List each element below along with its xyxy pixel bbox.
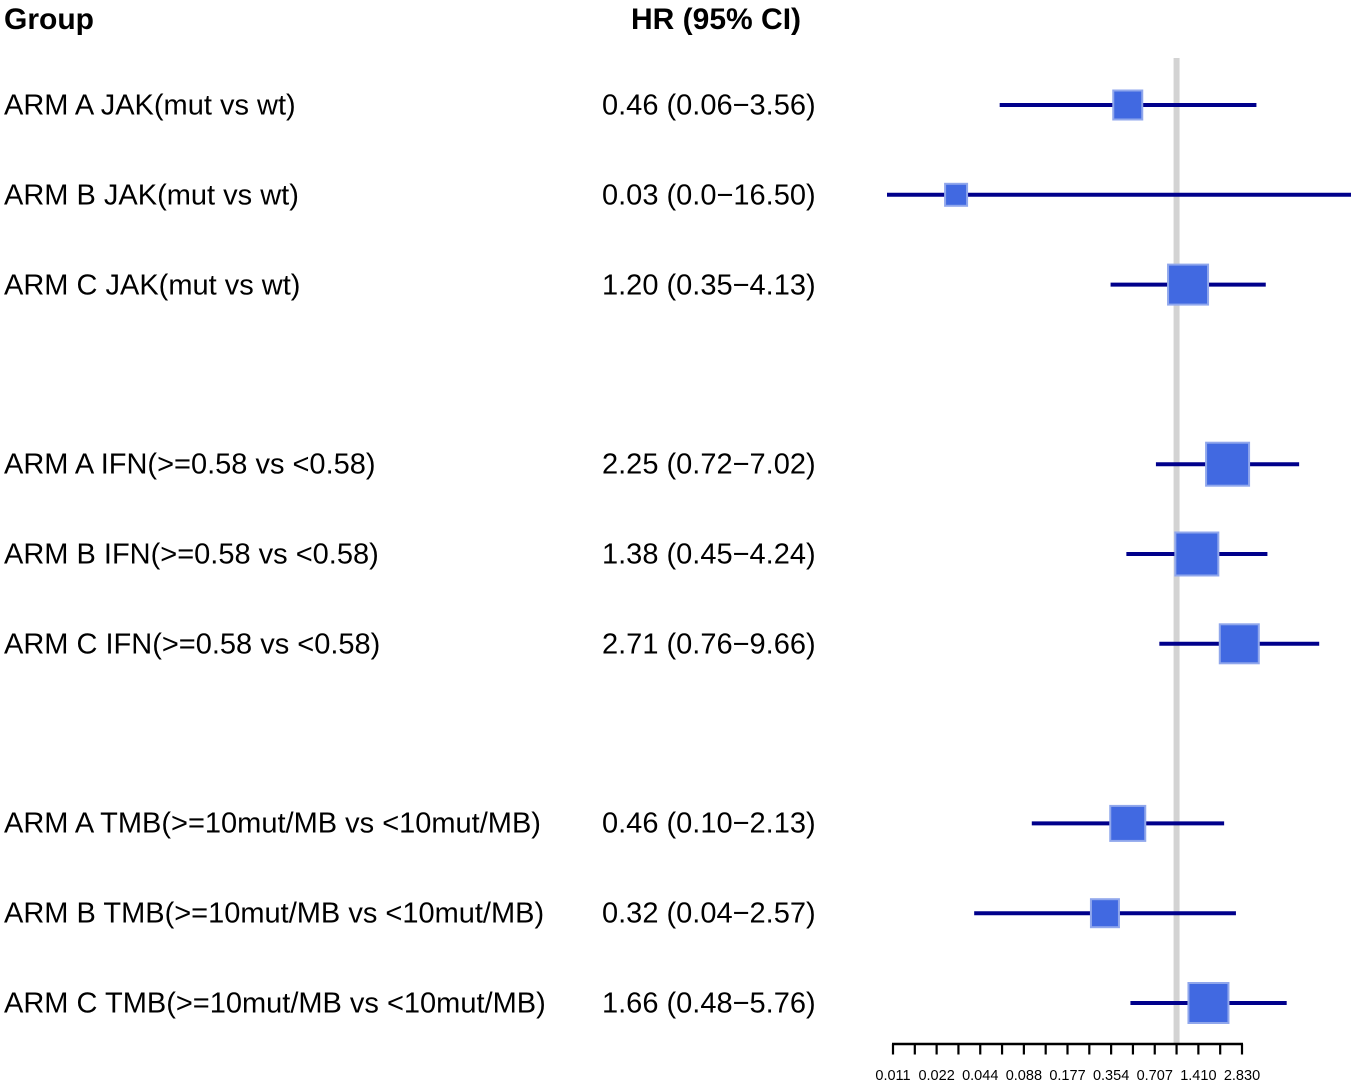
axis-tick-label: 0.177 (1049, 1068, 1085, 1084)
row-label: ARM C IFN(>=0.58 vs <0.58) (4, 628, 381, 661)
axis-tick-label: 0.707 (1137, 1068, 1173, 1084)
hr-box (1205, 441, 1251, 487)
hr-value: 2.71 (0.76−9.66) (602, 628, 816, 661)
axis-tick-label: 0.044 (962, 1068, 998, 1084)
row-label: ARM B TMB(>=10mut/MB vs <10mut/MB) (4, 897, 545, 930)
hr-column-header: HR (95% CI) (631, 3, 802, 36)
hr-value: 0.32 (0.04−2.57) (602, 897, 816, 930)
hr-box (1218, 623, 1260, 665)
hr-value: 0.03 (0.0−16.50) (602, 179, 816, 212)
hr-box (1187, 982, 1230, 1024)
axis-tick-label: 1.410 (1180, 1068, 1216, 1084)
hr-value: 1.66 (0.48−5.76) (602, 987, 816, 1020)
row-label: ARM A IFN(>=0.58 vs <0.58) (4, 448, 376, 481)
row-label: ARM B IFN(>=0.58 vs <0.58) (4, 538, 379, 571)
axis-tick-label: 0.022 (918, 1068, 954, 1084)
hr-value: 0.46 (0.10−2.13) (602, 807, 816, 840)
hr-box (944, 182, 969, 207)
hr-box (1109, 804, 1147, 842)
row-label: ARM A JAK(mut vs wt) (4, 89, 296, 122)
hr-value: 0.46 (0.06−3.56) (602, 89, 816, 122)
hr-box (1089, 898, 1120, 929)
axis-tick-label: 0.088 (1006, 1068, 1042, 1084)
hr-value: 2.25 (0.72−7.02) (602, 448, 816, 481)
axis-tick-label: 0.354 (1093, 1068, 1129, 1084)
hr-value: 1.20 (0.35−4.13) (602, 269, 816, 302)
row-label: ARM C TMB(>=10mut/MB vs <10mut/MB) (4, 987, 546, 1020)
hr-box (1167, 263, 1210, 306)
row-label: ARM A TMB(>=10mut/MB vs <10mut/MB) (4, 807, 541, 840)
hr-box (1112, 89, 1144, 121)
row-label: ARM C JAK(mut vs wt) (4, 269, 301, 302)
hr-value: 1.38 (0.45−4.24) (602, 538, 816, 571)
group-column-header: Group (4, 3, 94, 36)
axis-tick-label: 2.830 (1224, 1068, 1260, 1084)
row-label: ARM B JAK(mut vs wt) (4, 179, 299, 212)
hr-box (1174, 531, 1220, 577)
axis-tick-label: 0.011 (875, 1068, 910, 1084)
